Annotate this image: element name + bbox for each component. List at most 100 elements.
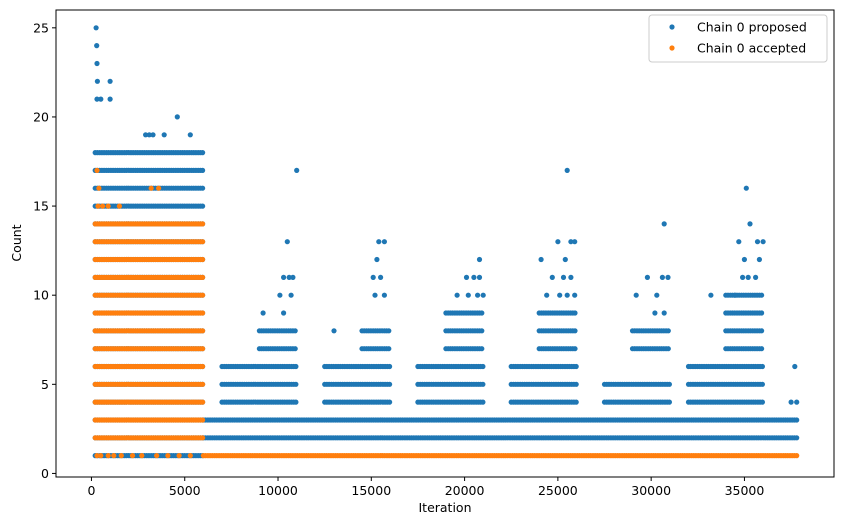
y-tick-label: 5 <box>41 377 49 392</box>
data-point <box>465 292 471 298</box>
data-point <box>568 274 574 280</box>
data-point <box>94 78 100 84</box>
data-point <box>564 292 570 298</box>
data-point <box>573 363 579 370</box>
data-point <box>107 78 113 84</box>
data-point <box>378 274 384 280</box>
data-point <box>386 328 392 334</box>
y-tick-label: 20 <box>33 109 49 124</box>
data-point <box>794 435 800 441</box>
data-point <box>292 328 298 334</box>
data-point <box>480 292 486 298</box>
data-point <box>760 239 766 245</box>
data-point <box>572 310 578 316</box>
data-point <box>654 292 660 298</box>
data-point <box>652 310 658 316</box>
data-point <box>293 399 299 405</box>
data-point <box>200 381 206 387</box>
legend-label-accepted: Chain 0 accepted <box>697 41 806 56</box>
data-point <box>286 274 292 280</box>
data-point <box>564 167 570 173</box>
data-point <box>200 417 206 423</box>
data-point <box>759 292 765 298</box>
data-point <box>665 346 671 352</box>
data-point <box>480 363 486 370</box>
data-point <box>745 274 751 280</box>
x-tick-label: 0 <box>87 483 95 498</box>
data-point <box>161 132 167 138</box>
y-tick-label: 0 <box>41 466 49 481</box>
data-point <box>544 292 550 298</box>
data-point <box>107 96 113 102</box>
x-tick-label: 15000 <box>351 483 391 498</box>
data-point <box>200 239 206 245</box>
data-point <box>573 381 579 387</box>
data-point <box>555 239 561 245</box>
data-point <box>381 239 387 245</box>
x-tick-label: 35000 <box>725 483 765 498</box>
data-point <box>93 25 99 31</box>
data-point <box>200 363 206 370</box>
x-tick-label: 30000 <box>631 483 671 498</box>
data-point <box>387 399 393 405</box>
data-point <box>105 453 111 459</box>
data-point <box>756 256 763 263</box>
data-point <box>150 132 156 138</box>
data-point <box>573 399 579 405</box>
data-point <box>374 256 380 263</box>
y-axis-ticks: 0 5 10 15 20 25 <box>33 20 56 481</box>
data-point <box>454 292 460 298</box>
data-point <box>94 60 100 67</box>
data-point <box>480 381 486 387</box>
legend-box <box>648 14 828 63</box>
data-point <box>665 274 671 280</box>
data-point <box>562 256 568 263</box>
data-point <box>386 346 392 352</box>
x-tick-label: 5000 <box>169 483 201 498</box>
data-point <box>538 256 544 263</box>
data-point <box>281 310 287 316</box>
data-point <box>794 399 800 405</box>
data-point <box>568 239 574 245</box>
data-point <box>759 346 765 352</box>
data-point <box>736 239 742 245</box>
data-point <box>753 274 759 280</box>
y-axis-label: Count <box>9 224 24 261</box>
data-point <box>200 346 206 352</box>
data-point <box>284 239 290 245</box>
data-point <box>98 96 104 102</box>
chart-marks <box>92 25 800 459</box>
data-point <box>560 274 567 280</box>
data-point <box>294 167 300 173</box>
data-point <box>475 292 481 298</box>
data-point <box>572 328 578 334</box>
x-axis-ticks: 0 5000 10000 15000 20000 25000 30000 35000 <box>87 477 764 498</box>
data-point <box>661 221 667 227</box>
data-point <box>743 185 749 191</box>
data-point <box>105 203 111 209</box>
data-point <box>759 399 766 405</box>
data-point <box>200 399 206 405</box>
data-point <box>95 203 101 209</box>
data-point <box>111 453 117 459</box>
x-tick-label: 20000 <box>445 483 485 498</box>
data-point <box>381 292 387 298</box>
data-point <box>740 274 746 280</box>
data-point <box>788 399 794 405</box>
x-axis-label: Iteration <box>418 500 471 515</box>
data-point <box>665 328 671 334</box>
data-point <box>200 256 206 263</box>
data-point <box>741 256 748 263</box>
data-point <box>277 292 283 298</box>
data-point <box>200 221 206 227</box>
y-tick-label: 15 <box>33 199 49 214</box>
y-tick-label: 10 <box>33 288 49 303</box>
data-point <box>143 132 149 138</box>
data-point <box>476 256 483 263</box>
data-point <box>759 381 766 387</box>
data-point <box>200 328 206 334</box>
data-point <box>376 239 382 245</box>
data-point <box>200 310 206 316</box>
legend-label-proposed: Chain 0 proposed <box>697 20 807 35</box>
